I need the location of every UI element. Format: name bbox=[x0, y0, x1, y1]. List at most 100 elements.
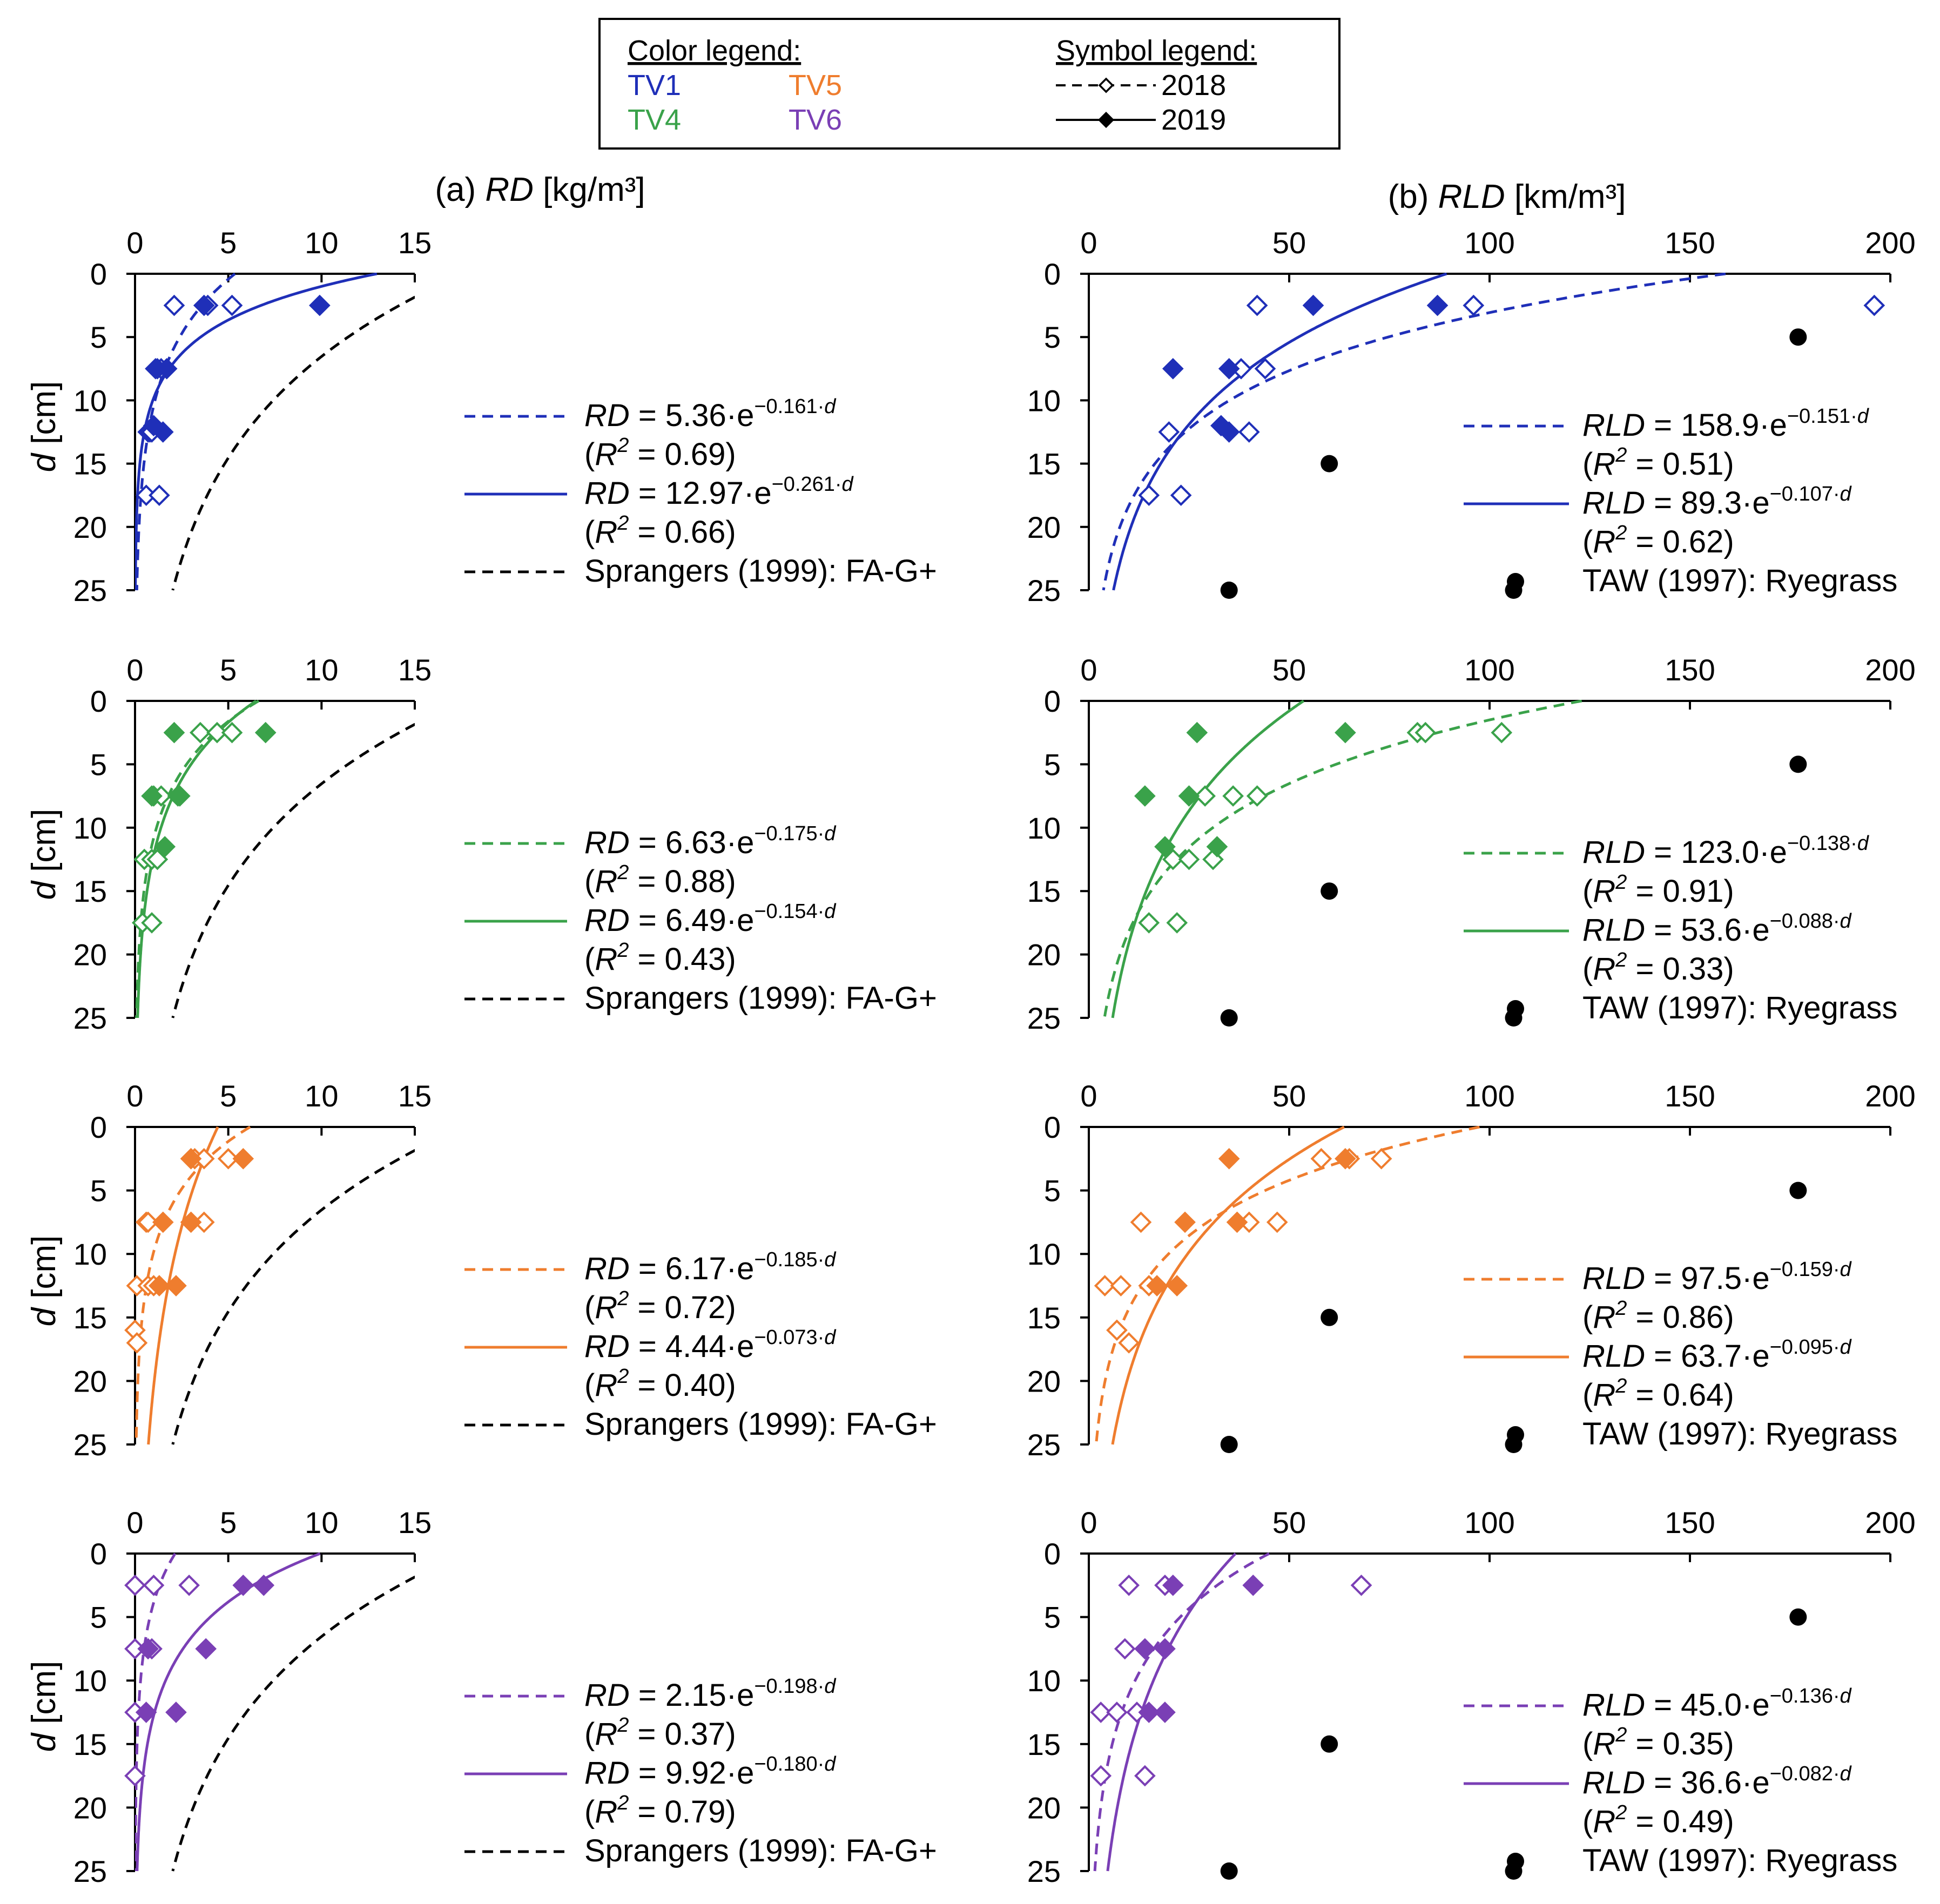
legend-filled-diamond bbox=[1097, 111, 1115, 129]
fit-r-squared: (R2 = 0.72) bbox=[584, 1287, 736, 1325]
r2-symbol: R bbox=[595, 1368, 617, 1403]
r2-power: 2 bbox=[1615, 444, 1627, 467]
legend-reference-dot bbox=[1507, 1426, 1524, 1443]
x-tick-label: 0 bbox=[1080, 653, 1097, 687]
point-2019 bbox=[232, 1574, 254, 1596]
eq-exponent-var: d bbox=[1857, 405, 1870, 428]
point-2019 bbox=[137, 1638, 159, 1660]
x-tick-label: 0 bbox=[1080, 1505, 1097, 1540]
r2-value: = 0.66) bbox=[629, 515, 736, 550]
fit-equation: RLD = 158.9·e−0.151·d bbox=[1582, 405, 1870, 443]
fit-equation: RLD = 97.5·e−0.159·d bbox=[1582, 1258, 1853, 1296]
point-2018 bbox=[126, 1332, 148, 1354]
point-2018 bbox=[1162, 848, 1184, 870]
r2-open: ( bbox=[584, 1717, 595, 1752]
eq-exponent-var: d bbox=[824, 822, 837, 845]
x-tick-label: 0 bbox=[126, 226, 143, 260]
eq-body: = 97.5·e bbox=[1645, 1261, 1770, 1296]
r2-power: 2 bbox=[617, 1287, 629, 1310]
eq-exponent: −0.073· bbox=[754, 1326, 824, 1349]
fit-equation: RLD = 63.7·e−0.095·d bbox=[1582, 1336, 1853, 1374]
panel-b2: 0 50 100 150 200 0 5 10 15 20 25 RLD = 123.0·e−0.13… bbox=[1027, 653, 1916, 1035]
y-tick-label: 5 bbox=[1044, 1601, 1061, 1635]
x-tick-label: 10 bbox=[305, 653, 338, 687]
reference-label: Sprangers (1999): FA-G+ bbox=[584, 1833, 937, 1868]
r2-open: ( bbox=[1582, 524, 1593, 559]
x-tick-label: 10 bbox=[305, 226, 338, 260]
y-tick-label: 20 bbox=[73, 1364, 107, 1398]
eq-body: = 5.36·e bbox=[630, 398, 755, 433]
r2-value: = 0.86) bbox=[1627, 1300, 1734, 1335]
y-tick-label: 25 bbox=[1027, 1854, 1061, 1888]
eq-exponent-var: d bbox=[824, 1248, 837, 1271]
point-2019 bbox=[254, 721, 277, 744]
eq-body: = 36.6·e bbox=[1645, 1765, 1770, 1800]
x-tick-label: 150 bbox=[1665, 1505, 1715, 1540]
r2-symbol: R bbox=[1593, 1378, 1615, 1413]
fit-curves bbox=[135, 700, 415, 1018]
y-tick-label: 10 bbox=[73, 383, 107, 417]
reference-point bbox=[1321, 455, 1338, 472]
legend-tv6: TV6 bbox=[789, 104, 842, 136]
point-2019 bbox=[165, 1702, 187, 1723]
r2-power: 2 bbox=[1615, 522, 1627, 544]
point-2019 bbox=[1162, 1574, 1184, 1596]
eq-exponent: −0.161· bbox=[754, 395, 824, 418]
point-2019 bbox=[167, 785, 189, 807]
point-2019 bbox=[1178, 785, 1200, 807]
eq-body: = 6.49·e bbox=[630, 903, 755, 938]
point-2018 bbox=[1106, 1319, 1128, 1341]
r2-value: = 0.40) bbox=[629, 1368, 736, 1403]
y-tick-label: 15 bbox=[1027, 1727, 1061, 1761]
y-tick-label: 5 bbox=[90, 1174, 107, 1208]
r2-power: 2 bbox=[1615, 1297, 1627, 1320]
eq-exponent: −0.088· bbox=[1770, 910, 1840, 933]
fit-r-squared: (R2 = 0.62) bbox=[1582, 522, 1734, 559]
y-tick-label: 15 bbox=[73, 1727, 107, 1761]
point-2019 bbox=[180, 1147, 202, 1170]
point-2018 bbox=[137, 1211, 159, 1233]
eq-exponent-var: d bbox=[824, 900, 837, 923]
y-tick-label: 5 bbox=[90, 320, 107, 354]
legend-2018-label: 2018 bbox=[1161, 69, 1226, 102]
x-tick-label: 50 bbox=[1272, 1079, 1306, 1113]
y-tick-label: 15 bbox=[1027, 447, 1061, 481]
eq-var: RD bbox=[584, 1756, 630, 1791]
point-2019 bbox=[253, 1574, 275, 1596]
x-tick-label: 200 bbox=[1865, 226, 1915, 260]
x-tick-label: 150 bbox=[1665, 226, 1715, 260]
y-tick-label: 20 bbox=[73, 938, 107, 972]
r2-power: 2 bbox=[617, 861, 629, 884]
eq-var: RLD bbox=[1582, 485, 1645, 521]
fit-curves bbox=[135, 273, 415, 591]
eq-body: = 6.17·e bbox=[630, 1251, 755, 1286]
point-2018 bbox=[1310, 1147, 1332, 1170]
y-tick-label: 5 bbox=[1044, 1174, 1061, 1208]
point-2019 bbox=[1218, 1147, 1240, 1170]
y-tick-label: 5 bbox=[90, 747, 107, 781]
point-2018 bbox=[146, 848, 169, 870]
point-2019 bbox=[193, 294, 215, 316]
eq-exponent-var: d bbox=[842, 473, 854, 496]
x-tick-label: 5 bbox=[220, 226, 237, 260]
point-2018 bbox=[1118, 1332, 1140, 1354]
point-2019 bbox=[1302, 294, 1324, 316]
y-axis-label-row2: d [cm] bbox=[25, 809, 63, 900]
point-2018 bbox=[149, 484, 170, 507]
fit-r-squared: (R2 = 0.88) bbox=[584, 861, 736, 899]
point-2018 bbox=[143, 1574, 165, 1596]
legend-tv1: TV1 bbox=[628, 69, 681, 102]
panel-b-title: (b) RLD [km/m³] bbox=[1388, 178, 1626, 215]
eq-exponent: −0.159· bbox=[1770, 1258, 1840, 1281]
fit-equation: RD = 5.36·e−0.161·d bbox=[584, 395, 837, 433]
x-tick-label: 50 bbox=[1272, 1505, 1306, 1540]
fit-equation: RLD = 89.3·e−0.107·d bbox=[1582, 483, 1853, 521]
point-2018 bbox=[124, 1765, 146, 1787]
eq-var: RD bbox=[584, 825, 630, 860]
eq-var: RLD bbox=[1582, 1765, 1645, 1800]
reference-point bbox=[1220, 1009, 1238, 1027]
y-tick-label: 0 bbox=[1044, 1537, 1061, 1571]
reference-point bbox=[1789, 755, 1807, 773]
eq-exponent: −0.138· bbox=[1787, 832, 1857, 855]
